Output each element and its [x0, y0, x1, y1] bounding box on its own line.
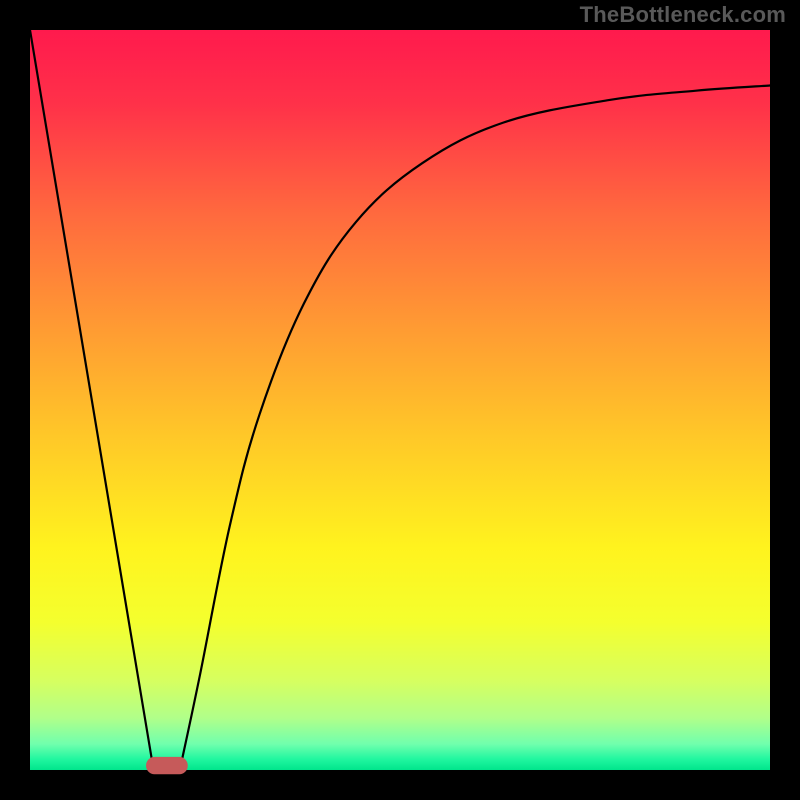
bottleneck-chart-svg — [0, 0, 800, 800]
optimum-marker — [147, 757, 188, 773]
chart-canvas: TheBottleneck.com — [0, 0, 800, 800]
watermark-text: TheBottleneck.com — [580, 2, 786, 28]
gradient-plot-area — [30, 30, 770, 770]
